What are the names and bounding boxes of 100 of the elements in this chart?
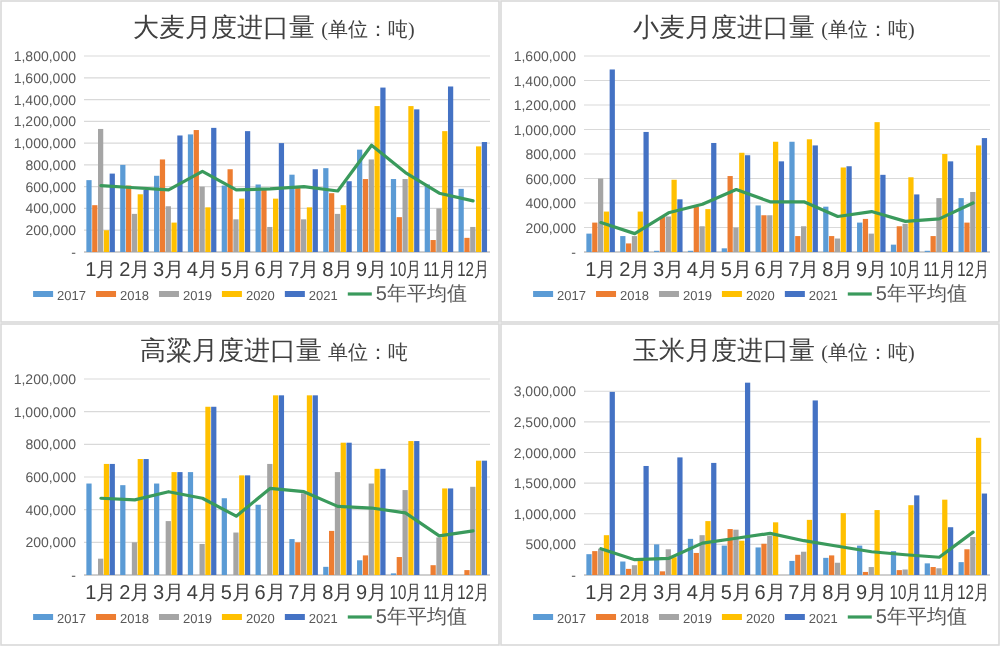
bar bbox=[165, 521, 171, 575]
bar bbox=[340, 205, 346, 252]
x-tick-label: 12月 bbox=[957, 583, 1000, 605]
bar bbox=[278, 395, 285, 575]
x-tick-label: 9月 bbox=[856, 583, 888, 605]
bar bbox=[755, 547, 761, 575]
bar bbox=[267, 463, 273, 575]
bar bbox=[475, 460, 482, 575]
bar bbox=[458, 188, 464, 252]
chart-subtitle: 单位：吨 bbox=[328, 341, 408, 365]
bar bbox=[98, 128, 104, 252]
bar bbox=[677, 199, 683, 252]
chart-subtitle: (单位：吨) bbox=[821, 341, 915, 365]
bar bbox=[346, 181, 352, 252]
bar bbox=[244, 131, 251, 252]
bar bbox=[205, 406, 211, 575]
bar bbox=[154, 483, 160, 575]
bar bbox=[671, 557, 677, 575]
x-tick-label: 5月 bbox=[720, 583, 752, 605]
bar bbox=[239, 475, 245, 575]
x-tick-label: 5月 bbox=[220, 260, 252, 282]
x-tick-label: 8月 bbox=[322, 260, 354, 282]
bar bbox=[902, 223, 908, 252]
bar bbox=[767, 535, 773, 575]
bar bbox=[334, 213, 341, 252]
bar bbox=[143, 189, 149, 252]
bar bbox=[896, 226, 902, 252]
bar bbox=[778, 161, 785, 252]
bar bbox=[643, 465, 649, 575]
bar bbox=[631, 565, 638, 575]
bar bbox=[396, 557, 402, 575]
bar bbox=[329, 530, 335, 575]
bar bbox=[772, 522, 779, 575]
bar bbox=[857, 222, 863, 252]
bar bbox=[120, 164, 126, 252]
bar bbox=[396, 217, 402, 252]
bar bbox=[744, 155, 751, 252]
bar bbox=[143, 459, 149, 575]
bar bbox=[221, 185, 227, 252]
bar bbox=[312, 395, 318, 575]
bar bbox=[390, 179, 397, 252]
bar bbox=[936, 198, 942, 252]
bar bbox=[755, 205, 761, 252]
bar bbox=[272, 198, 279, 252]
bar bbox=[733, 529, 739, 575]
bar bbox=[442, 131, 448, 252]
bar bbox=[914, 194, 920, 252]
bar bbox=[795, 236, 801, 252]
bar bbox=[930, 236, 936, 252]
bar bbox=[227, 169, 233, 252]
x-tick-label: 3月 bbox=[653, 583, 685, 605]
x-tick-label: 7月 bbox=[288, 583, 320, 605]
bar bbox=[868, 567, 874, 575]
bar bbox=[272, 395, 279, 575]
bar bbox=[340, 442, 346, 575]
bar bbox=[154, 175, 160, 252]
bar bbox=[733, 227, 739, 252]
bar bbox=[958, 198, 964, 252]
bar bbox=[846, 166, 852, 252]
bar bbox=[312, 169, 318, 252]
bar bbox=[626, 568, 632, 575]
x-tick-label: 12月 bbox=[457, 260, 500, 282]
bar bbox=[789, 560, 795, 575]
bar bbox=[862, 218, 869, 252]
bar bbox=[430, 565, 436, 575]
bar bbox=[705, 521, 711, 575]
bar bbox=[289, 174, 295, 252]
x-tick-label: 8月 bbox=[822, 260, 854, 282]
bar bbox=[408, 441, 414, 575]
bar bbox=[795, 554, 801, 575]
bar bbox=[592, 551, 598, 575]
bar bbox=[801, 226, 807, 252]
bar bbox=[301, 493, 307, 575]
legend-label: 5年平均值 bbox=[875, 282, 967, 306]
bar bbox=[368, 159, 374, 252]
x-tick-label: 6月 bbox=[254, 260, 286, 282]
bar bbox=[137, 459, 143, 575]
bar bbox=[374, 468, 380, 575]
x-tick-label: 7月 bbox=[788, 260, 820, 282]
line-series bbox=[599, 187, 975, 236]
x-tick-label: 3月 bbox=[153, 260, 185, 282]
bar bbox=[874, 510, 880, 575]
bar bbox=[609, 391, 615, 575]
bar bbox=[981, 493, 988, 575]
x-tick-label: 8月 bbox=[322, 583, 354, 605]
bar bbox=[727, 176, 733, 252]
bar bbox=[289, 539, 295, 575]
bar bbox=[767, 215, 773, 252]
bar bbox=[609, 69, 615, 252]
line-series bbox=[99, 143, 475, 203]
bar bbox=[874, 122, 880, 252]
bar bbox=[823, 557, 829, 575]
chart-subtitle: (单位：吨) bbox=[321, 18, 415, 42]
bar bbox=[739, 152, 745, 252]
bar bbox=[586, 233, 592, 252]
bar bbox=[812, 400, 818, 575]
x-tick-label: 2月 bbox=[619, 260, 651, 282]
bar bbox=[131, 213, 138, 252]
bar bbox=[306, 395, 313, 575]
bar bbox=[789, 141, 795, 252]
